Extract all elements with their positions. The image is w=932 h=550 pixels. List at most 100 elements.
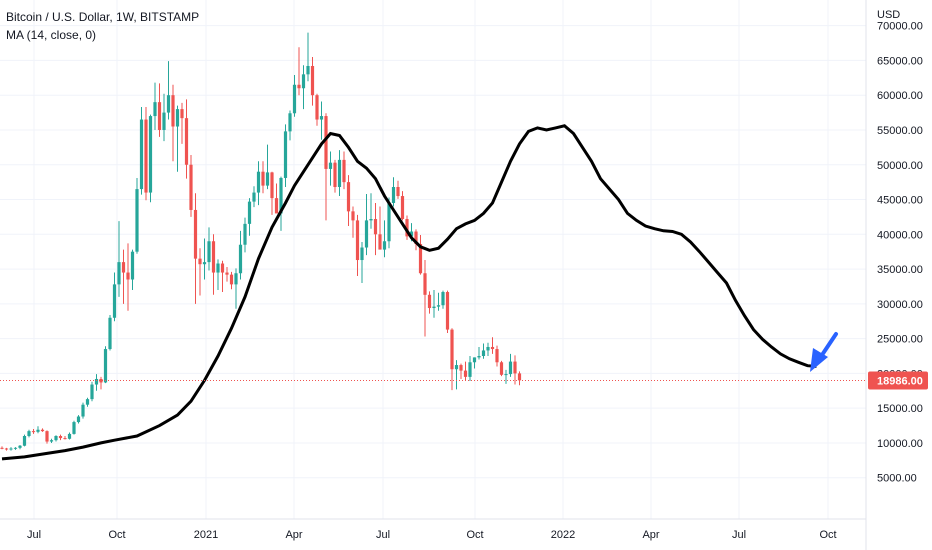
- price-tick-label: 55000.00: [877, 125, 923, 137]
- candle-up: [27, 429, 31, 438]
- candle-body: [463, 370, 468, 377]
- candle-body: [225, 272, 229, 275]
- candle-down: [157, 83, 162, 137]
- candle-body: [270, 172, 274, 199]
- price-tick-label: 50000.00: [877, 160, 923, 172]
- candle-body: [211, 241, 216, 273]
- candle-body: [13, 447, 18, 449]
- candle-down: [333, 159, 337, 193]
- candle-down: [445, 290, 450, 334]
- candle-body: [288, 113, 292, 132]
- candle-body: [472, 357, 477, 363]
- candle-up: [117, 221, 121, 297]
- candle-body: [247, 201, 252, 224]
- candle-body: [121, 262, 126, 273]
- candle-body: [238, 244, 243, 274]
- candle-up: [49, 438, 54, 443]
- candle-body: [0, 447, 4, 449]
- candle-up: [481, 343, 486, 359]
- candle-up: [175, 105, 180, 172]
- candle-up: [252, 186, 256, 208]
- candle-body: [166, 95, 171, 113]
- candle-body: [63, 438, 67, 440]
- candle-body: [171, 95, 175, 127]
- candle-body: [342, 159, 346, 183]
- candle-down: [211, 234, 216, 295]
- candle-down: [4, 447, 9, 451]
- last-price-badge-bg: [868, 371, 928, 390]
- candle-up: [67, 432, 72, 440]
- candle-down: [40, 428, 45, 432]
- candle-body: [81, 404, 85, 417]
- candle-body: [319, 116, 324, 120]
- candle-body: [499, 362, 504, 375]
- candle-body: [495, 349, 499, 363]
- candle-body: [157, 102, 162, 130]
- candle-body: [198, 258, 202, 265]
- candle-up: [306, 32, 310, 82]
- candle-up: [162, 93, 166, 142]
- candle-body: [504, 374, 508, 376]
- candle-body: [103, 349, 108, 383]
- candle-body: [261, 171, 265, 186]
- price-tick-label: 25000.00: [877, 334, 923, 346]
- time-tick-label: Apr: [642, 529, 659, 541]
- candle-up: [130, 249, 135, 290]
- candle-body: [252, 192, 256, 202]
- candle-up: [54, 435, 58, 442]
- candle-down: [459, 363, 463, 379]
- candle-body: [4, 448, 9, 450]
- candle-body: [256, 171, 261, 193]
- price-axis[interactable]: 5000.0010000.0015000.0020000.0025000.003…: [877, 21, 923, 485]
- candle-body: [297, 84, 301, 89]
- candle-body: [72, 422, 76, 434]
- candle-body: [436, 305, 441, 307]
- candle-up: [22, 434, 27, 447]
- candle-down: [346, 175, 351, 226]
- candle-up: [148, 114, 153, 203]
- candle-up: [243, 217, 247, 253]
- candle-down: [373, 203, 378, 256]
- candle-up: [139, 107, 144, 195]
- candle-body: [189, 164, 193, 210]
- candle-body: [85, 399, 90, 405]
- candle-up: [202, 238, 207, 280]
- candle-body: [468, 362, 472, 377]
- candle-body: [423, 273, 427, 295]
- candle-down: [490, 337, 495, 354]
- candles-series: [0, 32, 522, 451]
- candle-body: [135, 189, 139, 252]
- symbol-title[interactable]: Bitcoin / U.S. Dollar, 1W, BITSTAMP: [6, 10, 200, 24]
- candle-body: [148, 116, 153, 193]
- candle-body: [409, 231, 414, 237]
- currency-label: USD: [877, 9, 900, 21]
- candle-body: [216, 263, 220, 273]
- candle-body: [328, 162, 333, 169]
- candle-body: [432, 306, 436, 309]
- time-axis[interactable]: Jul Oct 2021 Apr Jul Oct 2022 Apr Jul Oct: [27, 529, 837, 541]
- candle-body: [90, 384, 94, 400]
- candle-up: [13, 447, 18, 450]
- candle-body: [180, 109, 184, 119]
- candle-body: [202, 262, 207, 265]
- candle-up: [108, 314, 112, 351]
- candle-body: [486, 346, 490, 351]
- candle-body: [153, 102, 157, 117]
- indicator-label[interactable]: MA (14, close, 0): [6, 28, 97, 42]
- time-tick-label: Jul: [376, 529, 390, 541]
- candle-body: [139, 119, 144, 190]
- candle-down: [270, 171, 274, 215]
- chart-legend: Bitcoin / U.S. Dollar, 1W, BITSTAMP MA (…: [6, 8, 199, 44]
- candle-down: [171, 84, 175, 162]
- candle-body: [306, 65, 310, 75]
- candle-down: [400, 191, 405, 221]
- candle-up: [85, 397, 90, 407]
- price-tick-label: 60000.00: [877, 90, 923, 102]
- candle-body: [445, 292, 450, 330]
- blue-arrow-annotation: [810, 332, 838, 372]
- candle-up: [441, 290, 445, 309]
- candle-body: [31, 431, 36, 433]
- candle-body: [337, 159, 342, 188]
- time-tick-label: 2022: [551, 529, 575, 541]
